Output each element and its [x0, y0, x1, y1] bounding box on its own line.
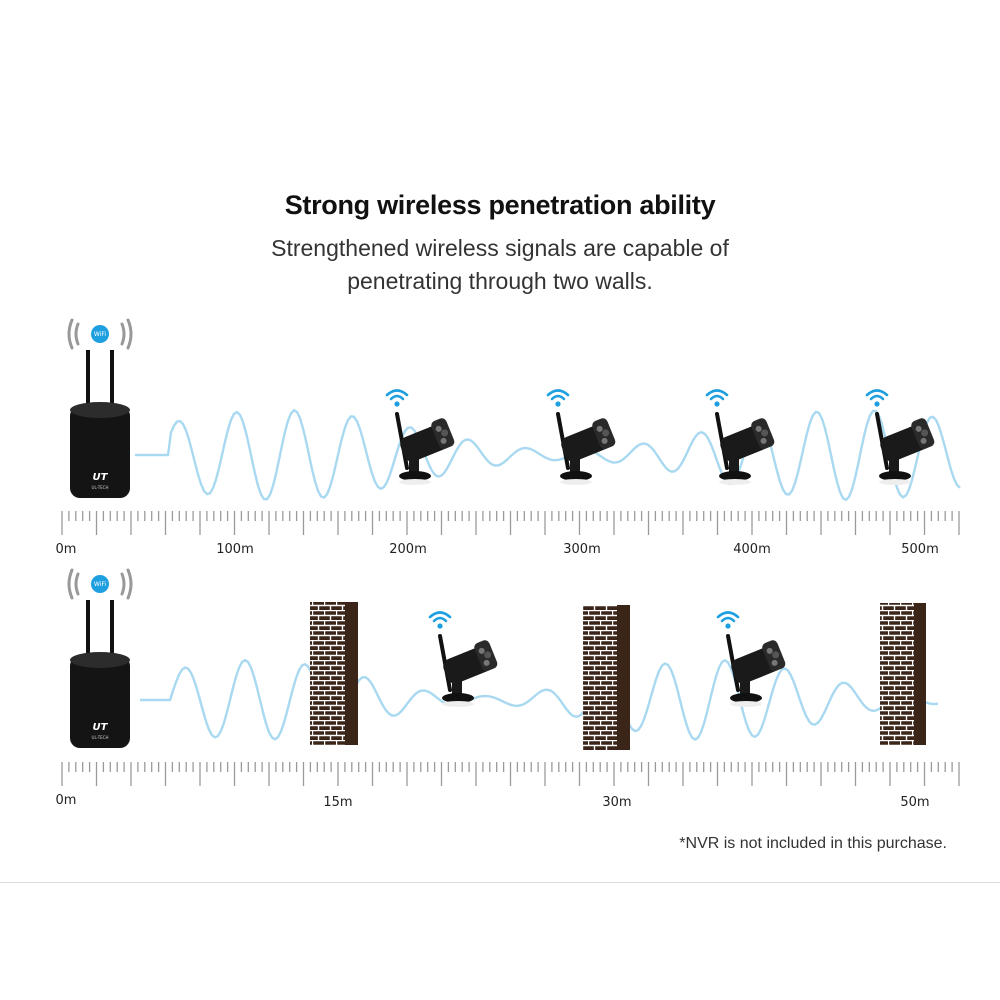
headline: Strong wireless penetration ability [284, 190, 716, 220]
scale-label: 50m [900, 795, 929, 810]
scale-label: 0m [56, 542, 77, 557]
camera-3 [707, 391, 776, 486]
scale-label: 0m [56, 793, 77, 808]
signal-wave [135, 408, 961, 502]
signal-wave [140, 658, 939, 742]
wifi-badge-label: WiFi [94, 331, 106, 338]
camera-2 [548, 391, 617, 486]
scale-label: 30m [602, 795, 631, 810]
divider [0, 882, 1000, 883]
camera-4 [867, 391, 936, 486]
scale-label: 100m [216, 542, 253, 557]
subtitle-line-1: Strengthened wireless signals are capabl… [271, 235, 729, 261]
camera-1 [430, 613, 499, 708]
distance-ruler [61, 762, 960, 786]
scale-label: 15m [323, 795, 352, 810]
scene-through-walls: WiFi 0m 15m 30m 50m [56, 568, 960, 810]
nvr-hub [67, 568, 133, 750]
camera-2 [718, 613, 787, 708]
distance-ruler [61, 511, 960, 535]
scale-label: 500m [901, 542, 938, 557]
scale-label: 200m [389, 542, 426, 557]
scale-label: 300m [563, 542, 600, 557]
subtitle-line-2: penetrating through two walls. [347, 268, 653, 294]
scene-open-range: WiFi 0m 100m 200m 300m 400m 500m [56, 318, 961, 557]
scale-label: 400m [733, 542, 770, 557]
nvr-hub [67, 318, 133, 500]
wifi-badge-label: WiFi [94, 581, 106, 588]
footnote: *NVR is not included in this purchase. [679, 835, 947, 852]
